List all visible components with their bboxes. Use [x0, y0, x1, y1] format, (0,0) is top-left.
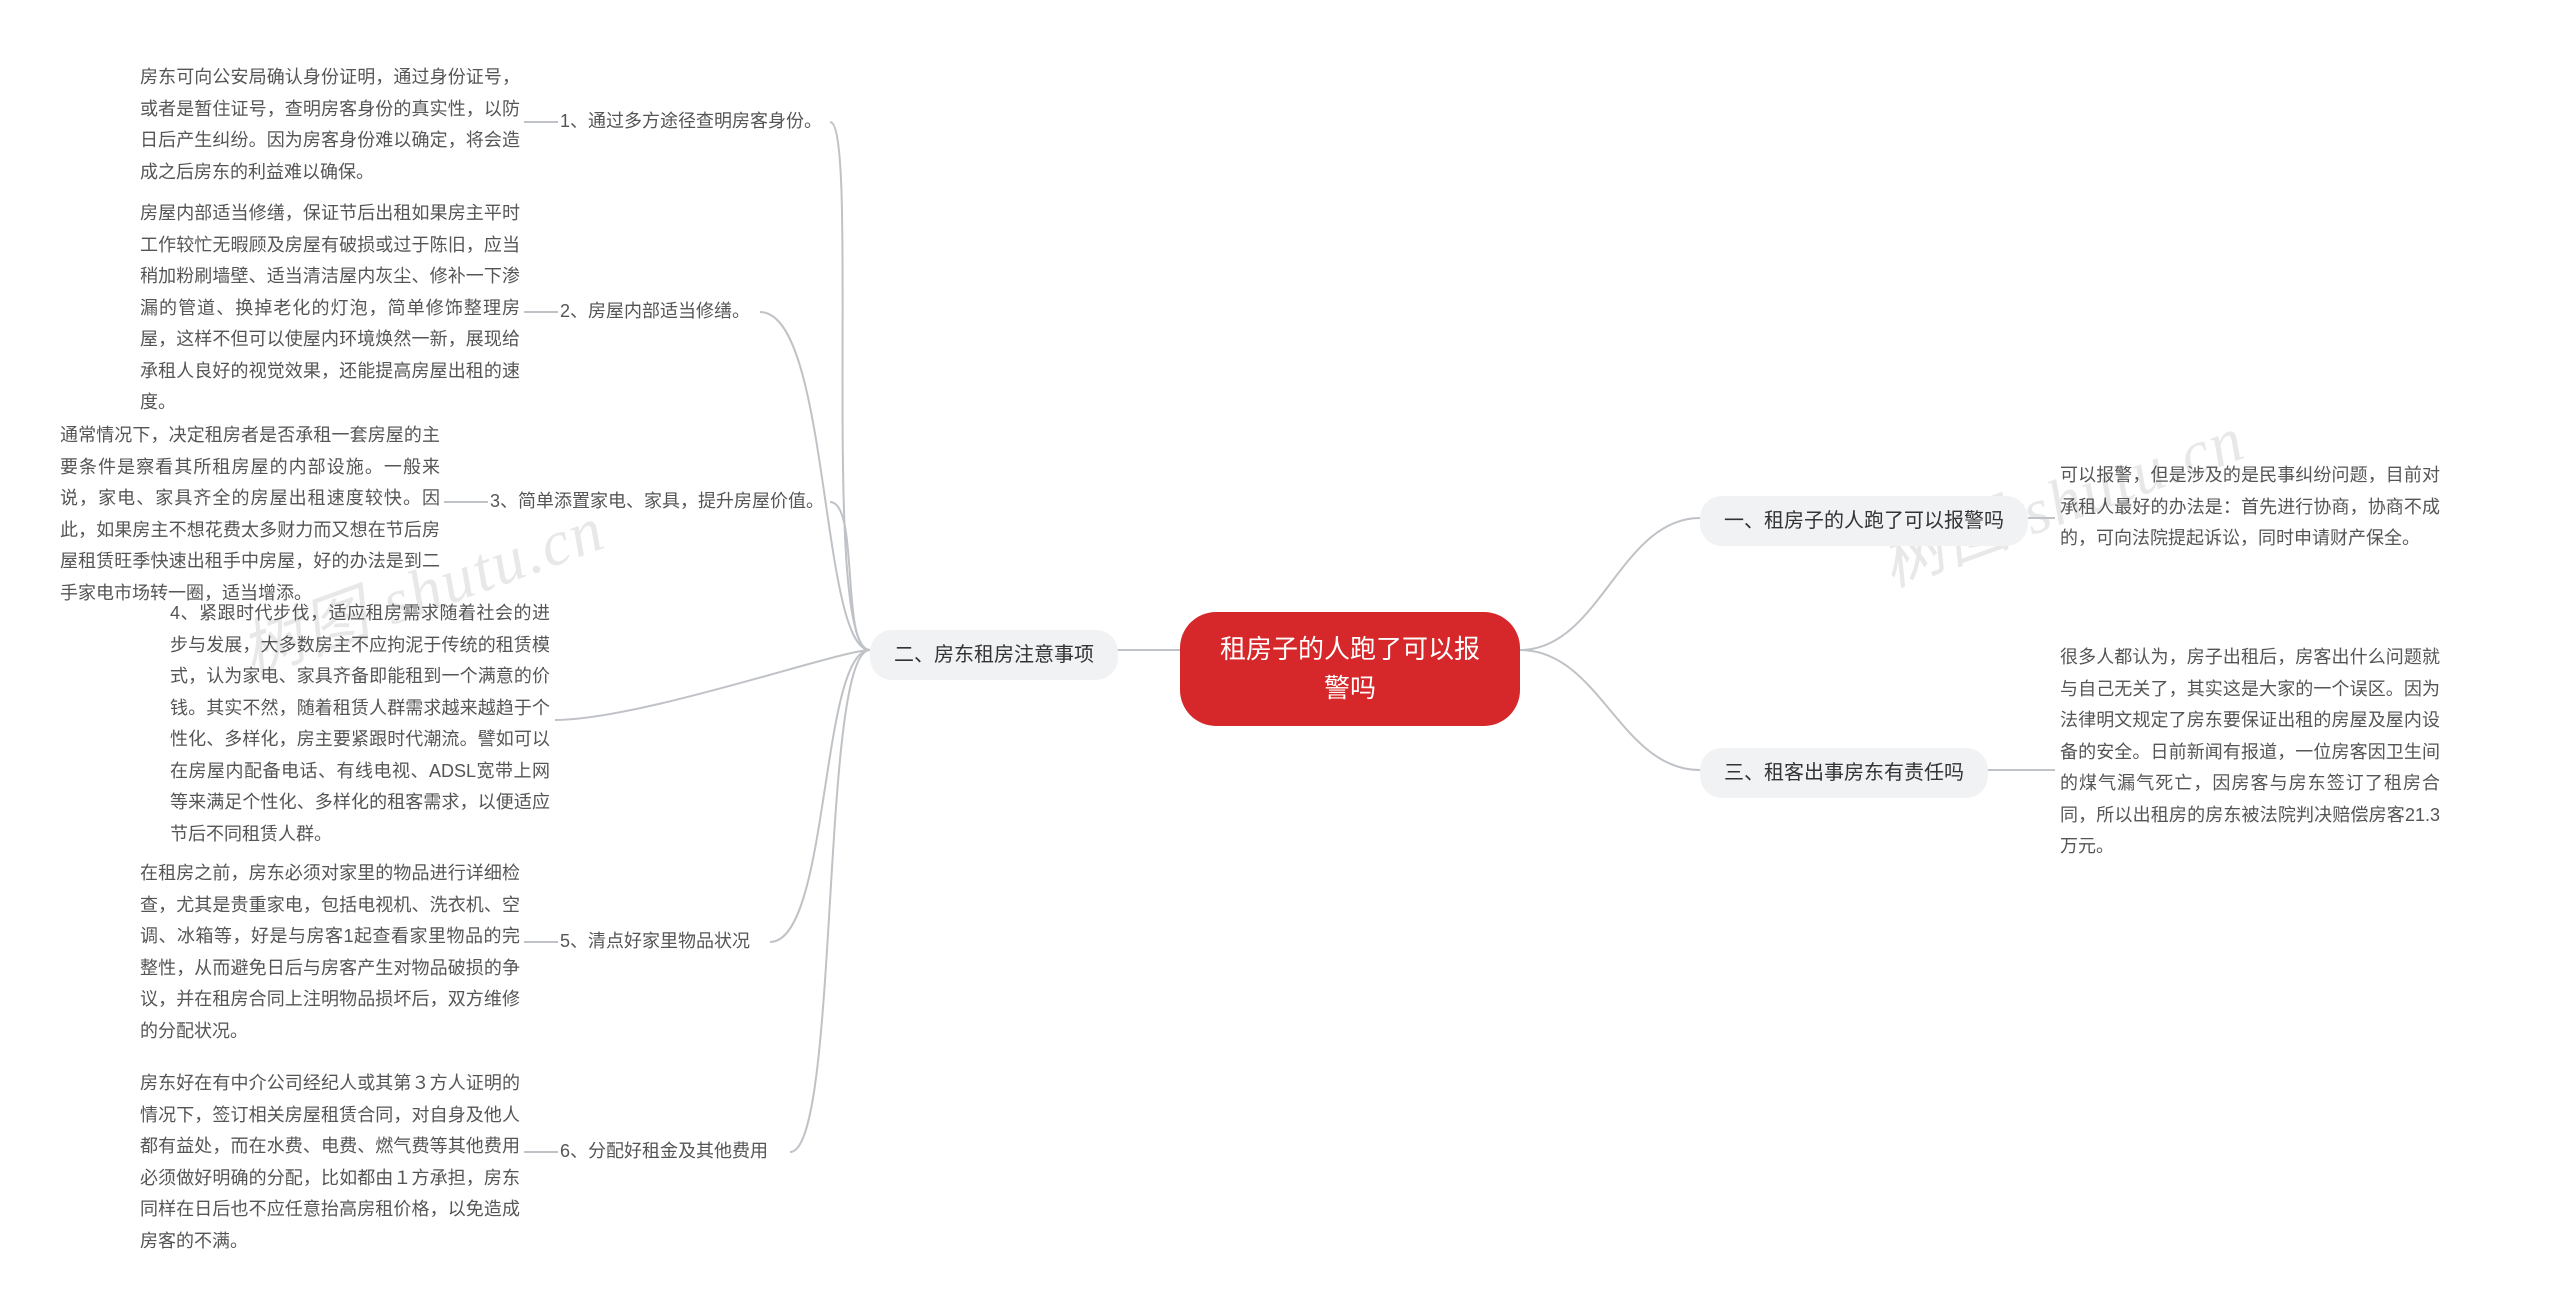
left-item-3-desc: 通常情况下，决定租房者是否承租一套房屋的主要条件是察看其所租房屋的内部设施。一般…: [60, 420, 440, 609]
left-item-5-desc: 在租房之前，房东必须对家里的物品进行详细检查，尤其是贵重家电，包括电视机、洗衣机…: [140, 858, 520, 1047]
branch-right-2: 三、租客出事房东有责任吗: [1700, 748, 1988, 798]
branch-right-1-detail: 可以报警，但是涉及的是民事纠纷问题，目前对承租人最好的办法是：首先进行协商，协商…: [2060, 460, 2440, 555]
left-item-3-title: 3、简单添置家电、家具，提升房屋价值。: [490, 488, 824, 515]
left-item-6-desc: 房东好在有中介公司经纪人或其第３方人证明的情况下，签订相关房屋租赁合同，对自身及…: [140, 1068, 520, 1257]
left-item-6-title: 6、分配好租金及其他费用: [560, 1138, 768, 1165]
root-node: 租房子的人跑了可以报警吗: [1180, 612, 1520, 726]
branch-left: 二、房东租房注意事项: [870, 630, 1118, 680]
left-item-1-title: 1、通过多方途径查明房客身份。: [560, 108, 822, 135]
branch-right-1: 一、租房子的人跑了可以报警吗: [1700, 496, 2028, 546]
left-item-4-block: 4、紧跟时代步伐，适应租房需求随着社会的进步与发展，大多数房主不应拘泥于传统的租…: [170, 598, 550, 850]
left-item-2-desc: 房屋内部适当修缮，保证节后出租如果房主平时工作较忙无暇顾及房屋有破损或过于陈旧，…: [140, 198, 520, 419]
branch-right-2-detail: 很多人都认为，房子出租后，房客出什么问题就与自己无关了，其实这是大家的一个误区。…: [2060, 642, 2440, 863]
left-item-1-desc: 房东可向公安局确认身份证明，通过身份证号，或者是暂住证号，查明房客身份的真实性，…: [140, 62, 520, 188]
left-item-5-title: 5、清点好家里物品状况: [560, 928, 750, 955]
left-item-2-title: 2、房屋内部适当修缮。: [560, 298, 750, 325]
